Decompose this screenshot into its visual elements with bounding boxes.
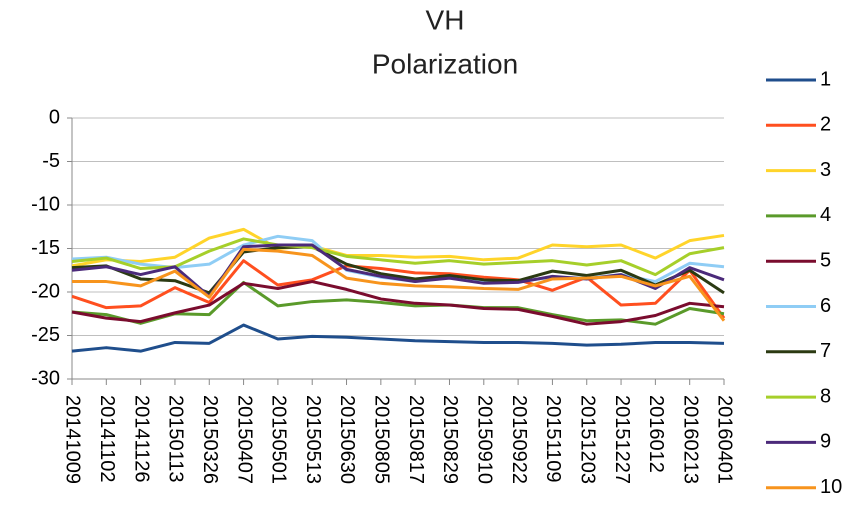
series-line <box>71 259 726 319</box>
y-tick-label: -5 <box>42 150 60 172</box>
series-line <box>71 280 725 326</box>
chart-title: Polarization <box>372 48 518 79</box>
x-tick-label: 20150513 <box>302 395 324 484</box>
x-tick-label: 20160213 <box>679 395 701 484</box>
legend-label: 4 <box>820 204 831 226</box>
legend-label: 2 <box>820 114 831 136</box>
series-line <box>71 323 725 353</box>
x-tick-label: 20150407 <box>233 395 255 484</box>
y-tick-label: -15 <box>31 237 60 259</box>
x-tick-label: 20150113 <box>165 395 187 483</box>
y-tick-label: -10 <box>31 193 60 215</box>
x-tick-label: 20150501 <box>268 395 290 484</box>
legend-label: 7 <box>820 340 831 362</box>
x-tick-label: 20141102 <box>96 395 118 483</box>
legend-label: 1 <box>820 68 831 90</box>
legend-label: 9 <box>820 431 831 453</box>
legend-label: 6 <box>820 295 831 317</box>
x-tick-label: 20150910 <box>474 395 496 484</box>
legend-label: 10 <box>820 476 842 498</box>
series-line <box>71 237 725 277</box>
legend-label: 3 <box>820 159 831 181</box>
series-line <box>71 227 725 268</box>
chart-title: VH <box>426 4 465 35</box>
legend-label: 8 <box>820 385 831 407</box>
series-line <box>71 245 725 295</box>
x-tick-label: 20141009 <box>62 395 84 484</box>
x-tick-label: 2016012 <box>645 395 667 473</box>
y-tick-label: 0 <box>49 106 60 128</box>
y-tick-label: -30 <box>31 367 60 389</box>
x-tick-label: 20151203 <box>576 395 598 484</box>
x-tick-label: 20150922 <box>508 395 530 484</box>
y-tick-label: -25 <box>31 324 60 346</box>
x-tick-label: 20151109 <box>542 395 564 483</box>
legend-label: 5 <box>820 249 831 271</box>
x-tick-label: 20150817 <box>405 395 427 484</box>
x-tick-label: 20160401 <box>714 395 736 484</box>
series-line <box>71 280 725 326</box>
x-tick-label: 20150326 <box>199 395 221 484</box>
series-line <box>72 247 726 322</box>
x-tick-label: 20150829 <box>439 395 461 484</box>
x-tick-label: 20141126 <box>130 395 152 483</box>
x-tick-label: 20150630 <box>336 395 358 484</box>
x-tick-label: 20151227 <box>611 395 633 484</box>
x-tick-label: 20150805 <box>371 395 393 484</box>
y-tick-label: -20 <box>31 280 60 302</box>
